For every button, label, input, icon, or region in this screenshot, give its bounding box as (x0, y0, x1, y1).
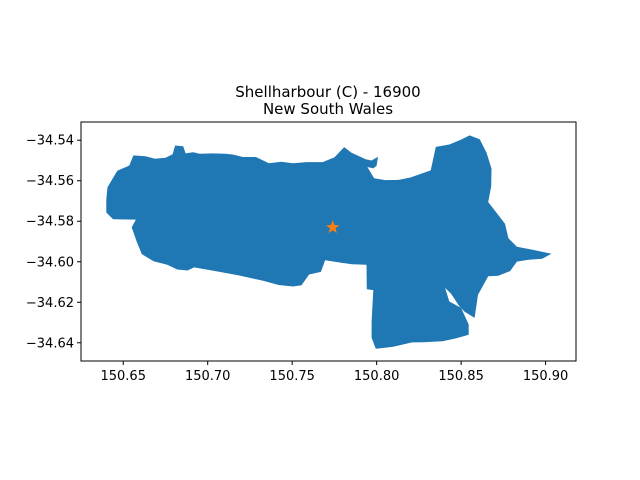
y-tick-label: −34.58 (26, 215, 74, 230)
marker-layer (326, 220, 340, 233)
region-polygon (106, 135, 552, 349)
x-axis: 150.65 150.70 150.75 150.80 150.85 150.90 (100, 361, 568, 384)
map-title-line2: New South Wales (263, 100, 393, 118)
x-tick-label: 150.65 (100, 369, 146, 384)
x-tick-label: 150.80 (354, 369, 400, 384)
location-star-marker (326, 220, 340, 233)
x-tick-label: 150.90 (523, 369, 569, 384)
y-tick-label: −34.54 (26, 134, 74, 149)
y-tick-label: −34.64 (26, 336, 74, 351)
y-tick-label: −34.62 (26, 296, 74, 311)
y-tick-label: −34.60 (26, 255, 74, 270)
y-axis: −34.54 −34.56 −34.58 −34.60 −34.62 −34.64 (26, 134, 81, 351)
x-tick-label: 150.85 (438, 369, 484, 384)
axes-frame (80, 121, 577, 362)
x-tick-label: 150.75 (269, 369, 315, 384)
x-tick-label: 150.70 (185, 369, 231, 384)
y-tick-label: −34.56 (26, 174, 74, 189)
map-title-line1: Shellharbour (C) - 16900 (235, 83, 420, 101)
